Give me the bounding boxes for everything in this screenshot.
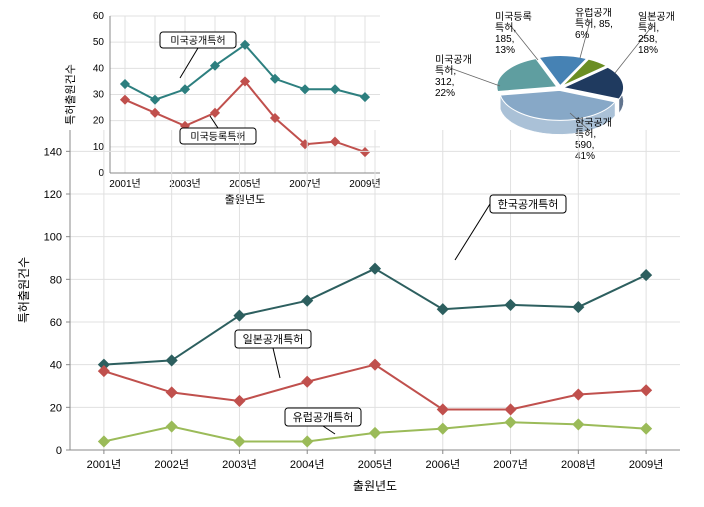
svg-text:특허, 85,: 특허, 85,: [575, 18, 613, 30]
svg-text:미국등록: 미국등록: [495, 11, 532, 23]
svg-text:2006년: 2006년: [425, 458, 460, 471]
svg-text:미국공개: 미국공개: [435, 54, 472, 66]
svg-text:2002년: 2002년: [154, 458, 189, 471]
svg-text:일본공개: 일본공개: [638, 11, 675, 23]
svg-text:140: 140: [44, 146, 62, 158]
svg-text:특허출원건수: 특허출원건수: [17, 257, 31, 323]
svg-text:100: 100: [44, 232, 62, 244]
svg-text:258,: 258,: [638, 34, 657, 45]
svg-text:특허,: 특허,: [638, 22, 659, 34]
svg-text:출원년도: 출원년도: [353, 479, 397, 493]
svg-text:6%: 6%: [575, 30, 590, 41]
svg-text:60: 60: [93, 11, 105, 22]
svg-text:20: 20: [50, 402, 62, 414]
svg-text:한국공개특허: 한국공개특허: [498, 198, 559, 211]
svg-text:80: 80: [50, 274, 62, 286]
svg-text:특허,: 특허,: [495, 22, 516, 34]
svg-text:2007년: 2007년: [493, 458, 528, 471]
svg-text:2004년: 2004년: [290, 458, 325, 471]
svg-text:유럽공개: 유럽공개: [575, 8, 612, 19]
svg-text:유럽공개특허: 유럽공개특허: [293, 410, 354, 424]
main-line-chart: 0 20 40 60 80 100 120 140 2001년 2002년 2003년 2004년 20…: [10, 120, 694, 500]
svg-text:13%: 13%: [495, 45, 515, 56]
svg-text:40: 40: [50, 360, 62, 372]
svg-text:312,: 312,: [435, 77, 454, 88]
svg-text:60: 60: [50, 317, 62, 329]
svg-text:185,: 185,: [495, 34, 514, 45]
svg-text:40: 40: [93, 63, 105, 74]
svg-text:일본공개특허: 일본공개특허: [243, 332, 304, 346]
svg-text:120: 120: [44, 189, 62, 201]
svg-text:2001년: 2001년: [87, 458, 122, 471]
svg-text:18%: 18%: [638, 45, 658, 56]
svg-text:2005년: 2005년: [358, 458, 393, 471]
svg-text:2003년: 2003년: [222, 458, 257, 471]
svg-text:22%: 22%: [435, 88, 455, 99]
svg-text:2009년: 2009년: [629, 458, 664, 471]
svg-text:2008년: 2008년: [561, 458, 596, 471]
svg-text:미국공개특허: 미국공개특허: [170, 35, 225, 47]
svg-text:30: 30: [93, 90, 105, 101]
svg-text:50: 50: [93, 37, 105, 48]
svg-text:특허,: 특허,: [435, 65, 456, 77]
svg-text:0: 0: [56, 445, 62, 457]
svg-text:특허출원건수: 특허출원건수: [64, 64, 77, 125]
